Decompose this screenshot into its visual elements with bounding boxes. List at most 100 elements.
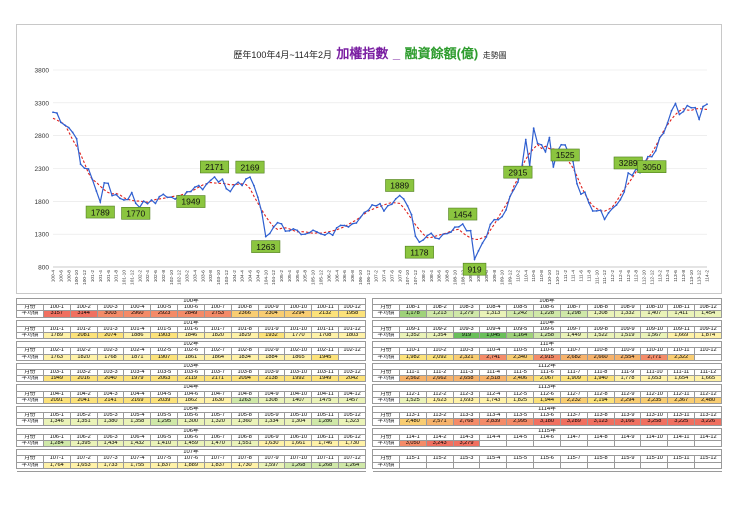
data-point xyxy=(497,218,500,221)
annotation-callout: 1949 xyxy=(176,195,206,208)
data-point xyxy=(158,195,161,198)
value-cell: 1884 xyxy=(257,353,286,361)
data-point xyxy=(229,190,232,193)
x-tick-label: 111-6 xyxy=(579,270,585,282)
y-axis: 800 1300 1800 2300 2800 3300 3800 xyxy=(35,68,50,272)
x-tick-label: 108-2 xyxy=(421,270,427,283)
month-cell: 104-12 xyxy=(338,390,366,398)
value-row: 平均價 3,050 3,243 3,279 xyxy=(372,440,722,448)
x-tick-label: 113-2 xyxy=(657,270,663,282)
value-row: 平均價 1789 2081 2074 1886 1903 1846 1820 1829 1932 1… xyxy=(16,331,366,340)
year-row: 1114年 xyxy=(372,406,722,414)
value-cell: 2366 xyxy=(230,310,259,318)
value-row: 平均價 3157 3144 3003 2960 2923 2849 2753 2366 2304 2… xyxy=(16,310,366,318)
data-point xyxy=(394,198,397,200)
data-point xyxy=(383,210,385,212)
month-cell: 115-12 xyxy=(694,455,722,463)
data-point xyxy=(154,202,157,205)
month-row-label: 月份 xyxy=(372,455,400,463)
data-point xyxy=(702,105,704,108)
data-point xyxy=(201,188,204,191)
annotation-label: 1770 xyxy=(126,209,145,219)
year-row: 100年 xyxy=(16,297,366,306)
value-cell: 1865 xyxy=(284,353,313,361)
data-point xyxy=(694,106,697,109)
title-sep: _ xyxy=(392,46,401,61)
month-cell: 104-9 xyxy=(257,390,286,398)
data-point xyxy=(63,124,66,127)
value-cell: 1,045 xyxy=(479,331,508,340)
annotation-label: 1178 xyxy=(410,247,429,257)
data-point xyxy=(438,237,440,240)
month-row: 月份 101-1 101-2 101-3 101-4 101-5 101-6 101-7 101… xyxy=(16,325,366,334)
data-point xyxy=(193,186,196,189)
value-row: 平均價 1,525 1,623 1,693 1,743 1,825 1,944 2,232 2,… xyxy=(372,396,722,405)
data-point xyxy=(83,167,86,170)
annotation-label: 2169 xyxy=(241,162,260,172)
annotation-box xyxy=(404,245,434,259)
value-cell: 1,874 xyxy=(694,331,722,340)
data-point xyxy=(473,258,476,261)
annotation-callout: 1770 xyxy=(121,207,151,220)
data-point xyxy=(540,143,543,146)
x-tick-label: 102-10 xyxy=(169,270,175,285)
value-cell: 1,264 xyxy=(338,461,366,469)
month-cell: 106-8 xyxy=(230,433,259,442)
month-cell: 101-10 xyxy=(284,325,313,334)
x-tick-label: 111-8 xyxy=(586,270,592,282)
y-tick-label: 3800 xyxy=(35,68,50,75)
year-row: 101年 xyxy=(16,319,366,327)
value-cell: 1,730 xyxy=(230,461,259,469)
data-point xyxy=(99,201,102,203)
month-cell: 110-3 xyxy=(452,347,481,355)
data-point xyxy=(335,227,338,229)
value-cell: 1,352 xyxy=(398,331,427,340)
data-point xyxy=(375,205,377,207)
value-row: 平均價 2,480 2,571 2,768 2,839 2,995 3,180 3,289 3,… xyxy=(372,418,722,426)
index-series-line xyxy=(52,102,708,262)
value-cell: 2,480 xyxy=(694,396,722,405)
value-cell: 1,304 xyxy=(284,418,313,426)
month-row: 月份 105-1 105-2 105-3 105-4 105-5 105-6 105-7 105… xyxy=(16,412,366,420)
value-cell: 2,741 xyxy=(479,353,508,361)
x-tick-label: 101-8 xyxy=(114,270,120,283)
value-cell: 2304 xyxy=(257,310,286,318)
x-tick-label: 104-6 xyxy=(248,270,254,283)
x-tick-label: 108-4 xyxy=(429,270,435,283)
x-tick-label: 110-12 xyxy=(555,270,561,285)
x-tick-label: 111-2 xyxy=(563,270,569,282)
month-cell: 114-4 xyxy=(479,433,508,442)
data-point xyxy=(678,113,681,116)
table-panel-left: 100年 月份 100-1 100-2 100-3 100-4 100-5 100-6 100-… xyxy=(16,297,366,472)
value-cell: 2,480 xyxy=(398,418,427,426)
data-point xyxy=(516,181,519,184)
title-main: 融資餘額(億) xyxy=(405,46,479,61)
data-point xyxy=(213,176,216,178)
data-point xyxy=(142,200,145,203)
month-cell: 110-2 xyxy=(425,347,454,355)
month-cell: 106-10 xyxy=(284,433,313,442)
value-cell: 1,213 xyxy=(425,310,454,318)
x-axis: 100-4 100-6 100-8 100-10 100-12 101-2 101-4 101… xyxy=(51,270,711,285)
data-point xyxy=(536,142,539,145)
annotation-callout: 3289 xyxy=(613,156,643,170)
annotation-box xyxy=(235,160,265,174)
line-chart: 歷年100年4月~114年2月 加權指數 _ 融資餘額(億) 走勢圖 800 13… xyxy=(35,46,711,285)
data-point xyxy=(662,132,665,135)
x-tick-label: 110-2 xyxy=(515,270,521,282)
year-label: 1114年 xyxy=(372,406,722,414)
data-point xyxy=(650,155,653,158)
data-point xyxy=(591,210,594,212)
month-cell: 109-12 xyxy=(694,325,722,334)
x-tick-label: 106-6 xyxy=(342,270,348,283)
data-point xyxy=(501,215,504,218)
annotation-callout: 2915 xyxy=(503,165,533,179)
value-cell: 1,730 xyxy=(338,440,366,448)
data-point xyxy=(666,121,669,124)
month-row-label: 月份 xyxy=(372,412,400,420)
annotation-label: 2915 xyxy=(508,167,527,177)
month-cell: 105-10 xyxy=(284,412,313,420)
value-cell: 2,571 xyxy=(425,418,454,426)
data-point xyxy=(209,179,212,182)
month-cell: 105-12 xyxy=(338,412,366,420)
